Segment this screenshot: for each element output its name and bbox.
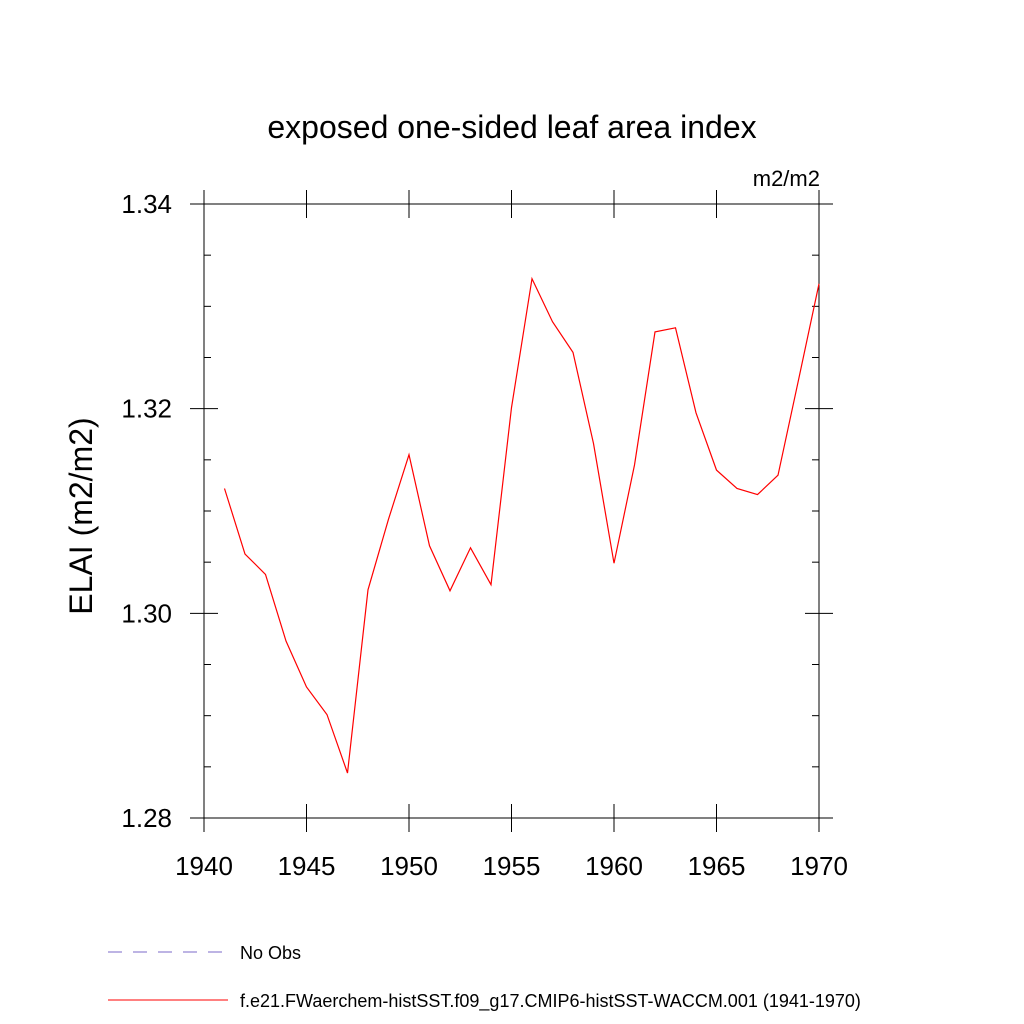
x-tick-label: 1945 bbox=[278, 851, 336, 881]
axis-tick-labels: 1940 1945 1950 1955 1960 1965 1970 1.28 1.30 1.32… bbox=[121, 189, 848, 881]
y-tick-label: 1.32 bbox=[121, 394, 172, 424]
x-tick-label: 1960 bbox=[585, 851, 643, 881]
x-tick-label: 1970 bbox=[790, 851, 848, 881]
x-tick-label: 1950 bbox=[380, 851, 438, 881]
x-tick-label: 1940 bbox=[175, 851, 233, 881]
data-series bbox=[223, 276, 820, 774]
y-tick-label: 1.34 bbox=[121, 189, 172, 219]
legend: No Obs f.e21.FWaerchem-histSST.f09_g17.CM… bbox=[108, 943, 861, 1012]
x-tick-label: 1965 bbox=[688, 851, 746, 881]
units-label: m2/m2 bbox=[753, 166, 820, 191]
y-tick-label: 1.28 bbox=[121, 803, 172, 833]
series-line bbox=[223, 276, 820, 774]
legend-label: f.e21.FWaerchem-histSST.f09_g17.CMIP6-hi… bbox=[240, 991, 861, 1012]
axis-ticks bbox=[190, 190, 833, 832]
y-axis-label: ELAI (m2/m2) bbox=[63, 417, 99, 614]
y-tick-label: 1.30 bbox=[121, 598, 172, 628]
chart-title: exposed one-sided leaf area index bbox=[267, 109, 756, 145]
x-tick-label: 1955 bbox=[483, 851, 541, 881]
plot-frame bbox=[203, 203, 820, 819]
legend-label: No Obs bbox=[240, 943, 301, 963]
